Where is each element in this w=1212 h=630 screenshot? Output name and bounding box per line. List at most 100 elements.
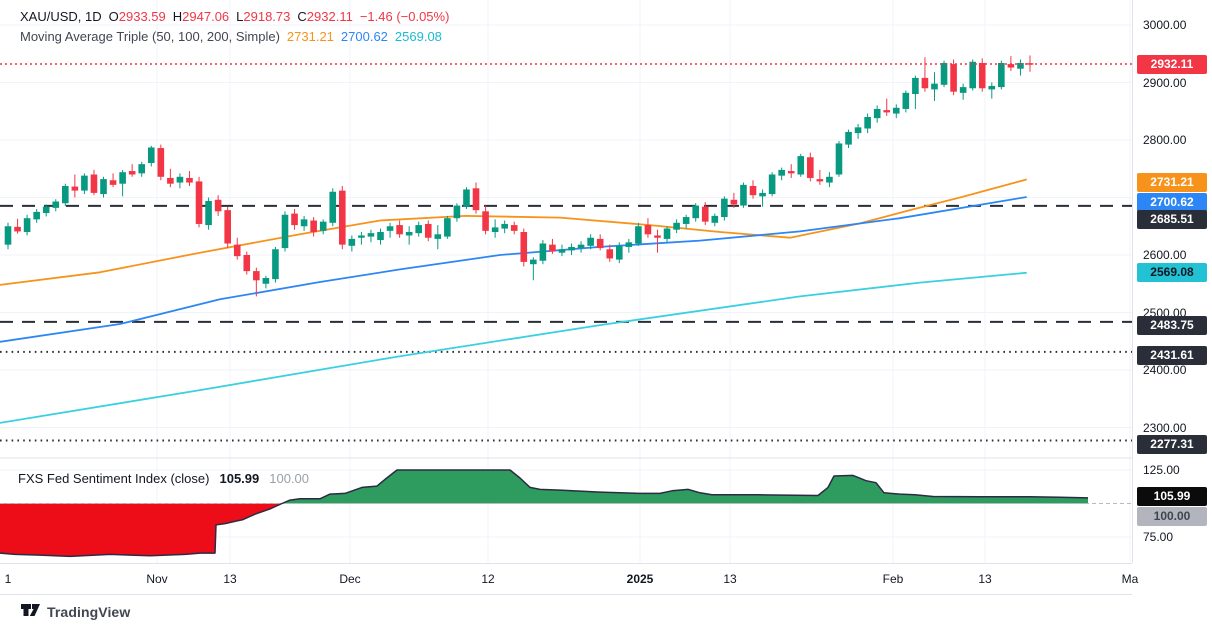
candle-body — [835, 143, 843, 175]
price-axis-badge: 2569.08 — [1137, 263, 1207, 283]
candle-body — [23, 218, 31, 232]
time-axis-tick: 13 — [978, 572, 992, 586]
tradingview-logo-text: TradingView — [47, 604, 131, 620]
candle-body — [33, 211, 40, 220]
price-change: −1.46 (−0.05%) — [359, 9, 450, 24]
candle-body — [71, 186, 79, 191]
candle-body — [558, 249, 566, 253]
candle-body — [644, 225, 652, 235]
time-axis-tick: Nov — [146, 572, 168, 586]
candle-body — [988, 85, 996, 90]
price-chart-canvas[interactable] — [0, 0, 1132, 563]
price-axis-badge: 2731.21 — [1137, 173, 1207, 193]
candle-body — [176, 176, 184, 183]
candle-body — [415, 225, 423, 234]
candle-body — [81, 175, 88, 191]
candle-body — [549, 244, 556, 252]
time-axis[interactable]: 1 Nov 13 Dec 12 2025 13 Feb 13 Ma — [0, 563, 1138, 595]
candle-body — [281, 214, 289, 249]
ma-line-50[interactable] — [0, 178, 1027, 286]
candle-body — [892, 107, 900, 114]
candle-body — [396, 225, 403, 235]
price-axis-tick: 125.00 — [1143, 463, 1180, 477]
candle-body — [940, 62, 948, 85]
candle-body — [759, 192, 766, 197]
sentiment-indicator-value: 105.99 — [219, 471, 260, 486]
ohlc-high: H2947.06 — [172, 9, 230, 24]
candle-body — [233, 244, 241, 257]
candle-body — [998, 62, 1005, 88]
candle-body — [348, 238, 356, 246]
candle-body — [310, 220, 317, 232]
candle-body — [730, 199, 738, 205]
price-axis-badge: 2277.31 — [1137, 435, 1207, 455]
candle-body — [62, 186, 69, 204]
candle-body — [969, 61, 976, 89]
candle-body — [444, 218, 451, 237]
candle-body — [138, 164, 146, 174]
candle-body — [147, 147, 155, 163]
candle-body — [386, 226, 394, 231]
candle-body — [186, 177, 193, 183]
candle-body — [52, 201, 60, 208]
price-axis-badge: 2431.61 — [1137, 346, 1207, 366]
price-axis-badge: 2932.11 — [1137, 54, 1207, 74]
candle-body — [816, 179, 824, 182]
candle-body — [721, 198, 728, 218]
time-axis-tick: Dec — [339, 572, 361, 586]
candle-body — [329, 191, 337, 223]
candle-body — [768, 174, 776, 195]
price-axis[interactable]: 3000.00 2900.00 2800.00 2600.00 2500.00 2400.… — [1132, 0, 1212, 563]
candle-body — [787, 171, 795, 174]
candle-body — [978, 62, 986, 89]
ma-legend[interactable]: Moving Average Triple (50, 100, 200, Sim… — [20, 29, 442, 44]
candle-body — [1007, 64, 1015, 68]
candle-body — [434, 234, 442, 239]
price-axis-badge: 2700.62 — [1137, 192, 1207, 212]
candle-body — [291, 213, 298, 226]
price-axis-badge: 2685.51 — [1137, 210, 1207, 230]
candle-body — [214, 199, 222, 212]
candle-body — [673, 222, 680, 230]
candle-body — [377, 232, 384, 241]
candle-body — [912, 77, 919, 94]
candle-body — [568, 246, 575, 251]
price-axis-tick: 2600.00 — [1143, 248, 1187, 262]
candle-body — [463, 189, 470, 207]
sentiment-line[interactable] — [0, 469, 1089, 558]
candle-body — [90, 174, 98, 193]
candle-body — [740, 184, 747, 206]
candle-body — [472, 188, 480, 211]
candle-body — [682, 217, 690, 224]
symbol-legend[interactable]: XAU/USD, 1D O2933.59 H2947.06 L2918.73 C… — [20, 9, 449, 24]
candle-body — [128, 171, 136, 175]
candle-body — [1026, 63, 1034, 65]
candle-body — [272, 249, 279, 280]
ma-line-200[interactable] — [0, 271, 1027, 424]
tradingview-logo-link[interactable]: TradingView — [21, 603, 131, 621]
candle-body — [902, 92, 910, 109]
time-axis-tick: Ma — [1121, 572, 1139, 586]
ma-line-100[interactable] — [0, 196, 1027, 343]
symbol-title[interactable]: XAU/USD, 1D — [20, 9, 102, 24]
candle-body — [319, 221, 327, 231]
candle-body — [654, 235, 661, 238]
ma-legend-title: Moving Average Triple (50, 100, 200, Sim… — [20, 29, 280, 44]
candle-body — [845, 131, 852, 145]
candle-body — [100, 179, 107, 195]
candle-body — [625, 242, 633, 247]
candle-body — [663, 228, 671, 239]
sentiment-indicator-legend[interactable]: FXS Fed Sentiment Index (close) 105.99 1… — [18, 471, 309, 486]
tradingview-logo-icon — [21, 603, 40, 616]
candle-body — [711, 215, 719, 223]
sentiment-indicator-baseline-value: 100.00 — [269, 471, 310, 486]
ma100-value: 2700.62 — [340, 29, 388, 44]
candle-body — [367, 233, 375, 237]
candle-body — [615, 245, 623, 260]
sentiment-indicator-title: FXS Fed Sentiment Index (close) — [18, 471, 210, 486]
time-axis-tick: 12 — [481, 572, 495, 586]
candle-body — [510, 225, 518, 231]
price-axis-tick: 2500.00 — [1143, 305, 1187, 320]
candle-body — [959, 87, 967, 93]
candle-body — [405, 232, 413, 236]
